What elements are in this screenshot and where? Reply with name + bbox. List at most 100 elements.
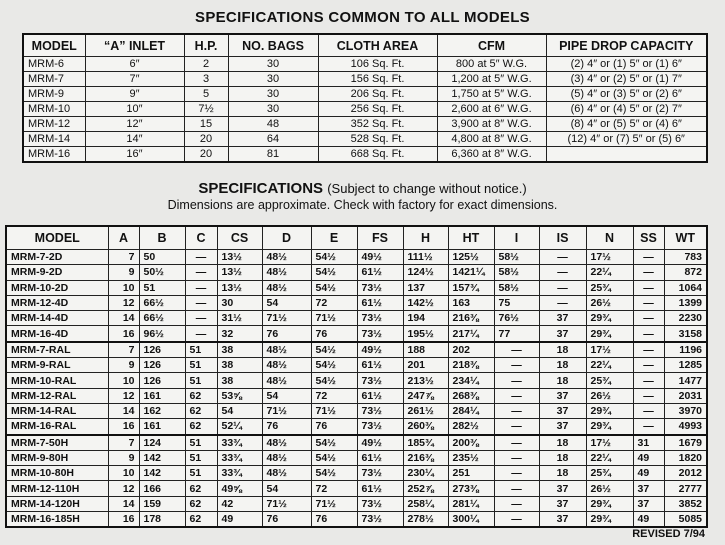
revision-note: REVISED 7/94 [632, 528, 705, 540]
value-cell: 4,800 at 8″ W.G. [436, 131, 547, 147]
value-cell: — [493, 357, 540, 374]
value-cell: 50 [138, 248, 186, 266]
value-cell: 142½ [402, 294, 449, 312]
value-cell: 258¼ [402, 495, 449, 513]
value-cell: 58½ [493, 248, 540, 266]
table-row: MRM-14-RAL 14 162 62 54 71½ 71½ 73½ 261½ 284¼ —37 2… [5, 402, 708, 420]
value-cell: 14 [107, 495, 140, 513]
column-header: MODEL [5, 225, 109, 250]
value-cell: 13½ [216, 248, 263, 266]
value-cell: 33¾ [216, 449, 263, 467]
table-row: MRM-9-80H 9 142 51 33¾ 48½ 54½ 61½ 216⅜ 235½ —18 22… [5, 449, 708, 467]
value-cell: 76 [310, 325, 358, 343]
table-row: MRM-12 12″ 15 48 352 Sq. Ft. 3,900 at 8″ W.G.… [22, 116, 708, 132]
value-cell: 49½ [356, 433, 404, 451]
model-cell: MRM-12 [22, 116, 86, 132]
value-cell: 48½ [261, 449, 312, 467]
model-cell: MRM-9-2D [5, 264, 109, 281]
column-header: C [184, 225, 218, 250]
value-cell: 30 [227, 71, 319, 87]
value-cell: 163 [447, 294, 495, 312]
model-cell: MRM-10 [22, 101, 86, 117]
model-cell: MRM-7-RAL [5, 340, 109, 359]
model-cell: MRM-10-80H [5, 465, 109, 482]
value-cell: 76 [310, 418, 358, 436]
value-cell: 49 [216, 511, 263, 528]
value-cell: 49½ [356, 340, 404, 359]
value-cell: 1285 [663, 357, 708, 374]
value-cell: 9 [107, 357, 140, 374]
table-row: MRM-16-185H 16 178 62 49 76 76 73½ 278½ 300¼ —37 29… [5, 511, 708, 528]
value-cell: 29¾ [585, 495, 634, 513]
value-cell: 3,900 at 8″ W.G. [436, 116, 547, 132]
value-cell: 49 [632, 511, 665, 528]
value-cell: 213½ [402, 372, 449, 389]
model-cell: MRM-14 [22, 131, 86, 147]
table-row: MRM-10-2D 10 51—13½ 48½ 54½ 73½ 137 157¾ 58½ —25¾… [5, 279, 708, 296]
value-cell: 51 [184, 465, 218, 482]
value-cell: 235½ [447, 449, 495, 467]
column-header: N [585, 225, 634, 250]
value-cell: 31 [632, 433, 665, 451]
value-cell: 38 [216, 372, 263, 389]
value-cell: 1421¼ [447, 264, 495, 281]
table-row: MRM-14 14″ 20 64 528 Sq. Ft. 4,800 at 8″ W.G.… [22, 131, 708, 147]
table-row: MRM-10-RAL 10 126 51 38 48½ 54½ 73½ 213½ 234¼ —18 2… [5, 372, 708, 389]
model-cell: MRM-14-120H [5, 495, 109, 513]
value-cell: 5085 [663, 511, 708, 528]
value-cell: 37 [538, 325, 587, 343]
value-cell: 10 [107, 372, 140, 389]
value-cell: 25¾ [585, 279, 634, 296]
value-cell: — [493, 402, 540, 420]
value-cell: 7″ [84, 71, 185, 87]
value-cell: 61½ [356, 294, 404, 312]
value-cell: (12) 4″ or (7) 5″ or (5) 6″ [545, 131, 708, 147]
table-row: MRM-14-4D 14 66½ —31½ 71½ 71½ 73½ 194 216⅜ 76½ 37 2… [5, 310, 708, 327]
value-cell: 12″ [84, 116, 185, 132]
value-cell: 54½ [310, 340, 358, 359]
value-cell: 1196 [663, 340, 708, 359]
value-cell: 16 [107, 325, 140, 343]
value-cell: 76 [310, 511, 358, 528]
value-cell: 14 [107, 402, 140, 420]
value-cell: — [632, 310, 665, 327]
value-cell: — [493, 495, 540, 513]
column-header: A [107, 225, 140, 250]
value-cell: 48½ [261, 465, 312, 482]
value-cell: 284¼ [447, 402, 495, 420]
value-cell: 125½ [447, 248, 495, 266]
value-cell: 142 [138, 449, 186, 467]
value-cell: 162 [138, 402, 186, 420]
value-cell: 54½ [310, 357, 358, 374]
value-cell: — [632, 340, 665, 359]
value-cell: 14 [107, 310, 140, 327]
value-cell: — [538, 279, 587, 296]
table-header-row: MODEL A B C CS D E FS H HT I IS N SS WT [5, 225, 708, 250]
value-cell: 29¾ [585, 418, 634, 436]
value-cell: 247⅞ [402, 387, 449, 404]
value-cell: — [632, 357, 665, 374]
table-row: MRM-7-50H 7 124 51 33¾ 48½ 54½ 49½ 185¾ 200⅜ —18 17… [5, 433, 708, 451]
value-cell: 3852 [663, 495, 708, 513]
value-cell: — [184, 279, 218, 296]
column-header: MODEL [22, 33, 86, 57]
value-cell: 42 [216, 495, 263, 513]
value-cell: 159 [138, 495, 186, 513]
value-cell: 15 [183, 116, 229, 132]
value-cell: — [538, 294, 587, 312]
value-cell: — [184, 264, 218, 281]
model-cell: MRM-16-4D [5, 325, 109, 343]
value-cell: 51 [184, 372, 218, 389]
value-cell: 251 [447, 465, 495, 482]
value-cell: 62 [184, 418, 218, 436]
value-cell: 54 [216, 402, 263, 420]
value-cell: 50½ [138, 264, 186, 281]
value-cell: 218⅜ [447, 357, 495, 374]
value-cell: 188 [402, 340, 449, 359]
value-cell: 126 [138, 340, 186, 359]
value-cell: 256 Sq. Ft. [317, 101, 438, 117]
model-cell: MRM-16-185H [5, 511, 109, 528]
value-cell: 29¾ [585, 402, 634, 420]
value-cell: 5 [183, 86, 229, 102]
column-header: IS [538, 225, 587, 250]
